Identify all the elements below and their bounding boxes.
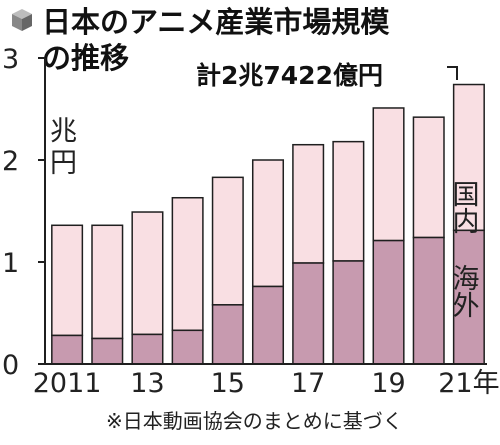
bar-domestic: [452, 83, 485, 232]
chart-title-line2: の推移: [42, 41, 129, 75]
total-label: 計2兆7422億円: [196, 61, 383, 90]
bars: [51, 83, 485, 365]
bar-overseas: [332, 260, 365, 365]
x-tick-label: 21年: [438, 368, 499, 399]
bar-domestic: [412, 116, 445, 239]
x-tick-label: 19: [371, 368, 405, 399]
bar-domestic: [292, 143, 325, 264]
domestic-label-1: 国内: [448, 180, 479, 234]
total-bracket: [447, 66, 458, 80]
bar-domestic: [211, 176, 244, 306]
bar-domestic: [251, 159, 285, 288]
y-axis: 0 1 2 3: [2, 44, 46, 381]
bar-overseas: [452, 229, 485, 365]
x-tick-label: 13: [130, 368, 164, 399]
bar-domestic: [51, 224, 84, 337]
y-tick-label: 3: [2, 44, 19, 75]
bar-overseas: [171, 329, 204, 365]
bar-overseas: [131, 333, 164, 365]
bar-overseas: [91, 337, 124, 365]
y-tick-label: 1: [2, 248, 19, 279]
source-note: ※日本動画協会のまとめに基づく: [106, 409, 403, 433]
bar-domestic: [372, 107, 405, 242]
bar-domestic: [131, 211, 164, 336]
y-unit-label: 兆: [50, 116, 77, 147]
bar-domestic: [171, 196, 204, 332]
chart-title: 日本のアニメ産業市場規模: [42, 5, 390, 39]
y-tick-label: 0: [2, 350, 19, 381]
y-tick-label: 2: [2, 146, 19, 177]
x-axis: 2011 13 15 17 19 21年: [33, 363, 500, 399]
overseas-label: 海外: [448, 264, 479, 318]
x-tick-label: 15: [211, 368, 245, 399]
bar-overseas: [211, 304, 244, 365]
x-tick-label: 2011: [33, 368, 102, 399]
bar-domestic: [91, 224, 124, 340]
y-unit-label-2: 円: [50, 148, 77, 179]
x-tick-label: 17: [291, 368, 325, 399]
title-icon: [12, 9, 32, 31]
bar-overseas: [372, 239, 405, 365]
bar-overseas: [51, 334, 84, 365]
bar-overseas: [292, 262, 325, 365]
bar-overseas: [251, 285, 285, 365]
bar-domestic: [332, 140, 365, 262]
bar-overseas: [412, 236, 445, 365]
